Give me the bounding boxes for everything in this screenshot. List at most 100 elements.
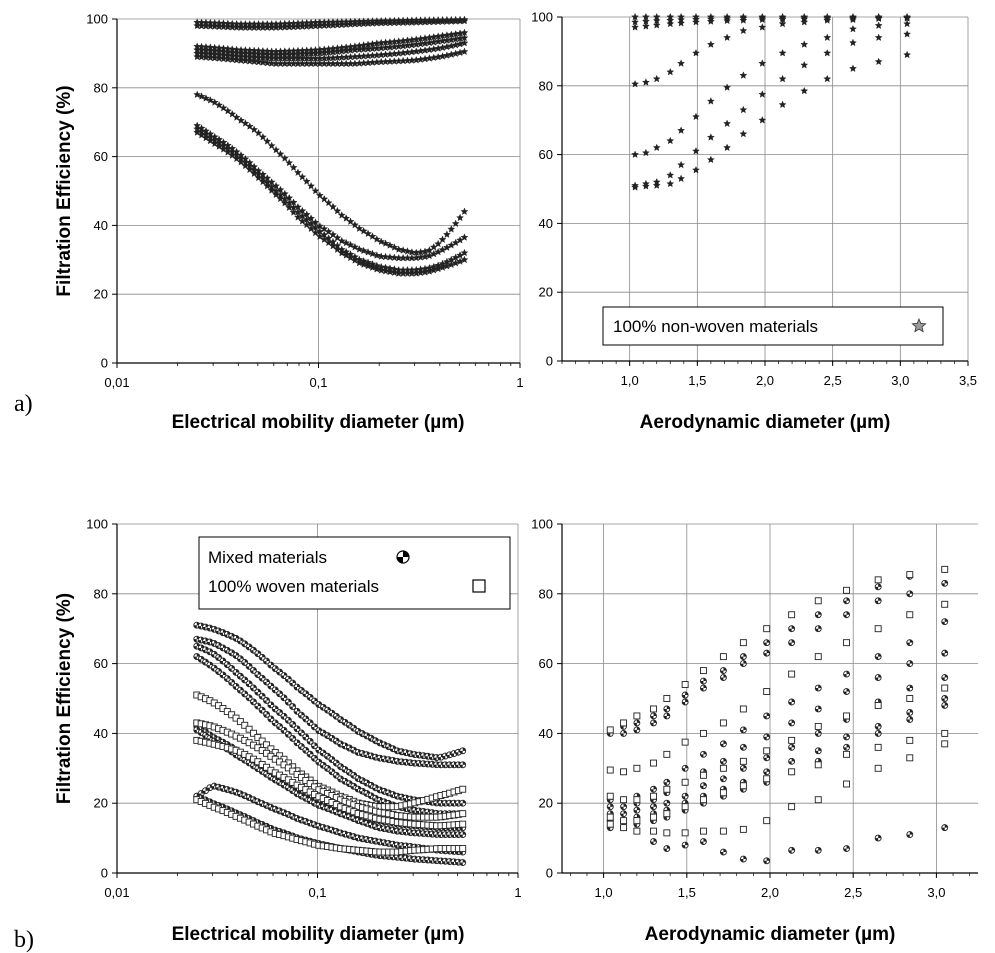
data-series	[606, 729, 949, 825]
data-point-star	[666, 171, 675, 179]
data-point-circle-fill	[307, 797, 314, 804]
data-point-star	[631, 79, 639, 88]
x-axis-label: Electrical mobility diameter (µm)	[172, 412, 465, 433]
y-tick-label: 40	[539, 216, 553, 231]
data-point-star	[849, 15, 857, 24]
data-point-circle-fill	[202, 732, 209, 739]
data-point-circle-fill	[346, 769, 353, 776]
data-point-star	[289, 163, 298, 171]
data-point-star	[778, 49, 787, 57]
data-point-circle-fill	[682, 765, 689, 772]
data-point-circle-fill	[228, 633, 235, 640]
data-point-star	[739, 26, 748, 35]
data-point-square	[620, 719, 628, 727]
data-point-circle-fill	[385, 743, 392, 750]
data-point-star	[631, 150, 639, 158]
data-point-circle-fill	[298, 712, 305, 719]
data-point-star	[280, 198, 289, 207]
x-axis-label: Aerodynamic diameter (µm)	[640, 412, 891, 433]
data-point-circle-fill	[307, 694, 314, 701]
data-point-circle-fill	[206, 625, 213, 632]
data-point-circle-fill	[372, 754, 379, 761]
data-point-circle-fill	[763, 650, 770, 657]
data-point-square	[254, 733, 262, 741]
data-point-circle-fill	[359, 730, 366, 737]
data-point-circle-fill	[285, 731, 292, 738]
panel-label-a: a)	[14, 391, 33, 417]
chart-a-right: 0 20 40 60 80 100 1,0 1,5 2,0 2,5 3,0 3,5 Aerodynami…	[531, 10, 977, 434]
data-point-circle-fill	[298, 687, 305, 694]
data-point-square	[258, 737, 266, 745]
data-point-circle-fill	[359, 818, 366, 825]
data-point-star	[285, 158, 294, 167]
data-point-circle-fill	[385, 789, 392, 796]
data-series	[606, 600, 949, 776]
data-point-circle-fill	[237, 790, 244, 797]
data-point-star	[276, 194, 285, 203]
data-point-square	[719, 653, 727, 661]
data-point-circle-fill	[198, 729, 205, 736]
legend-square-icon	[472, 579, 486, 593]
data-point-star	[631, 183, 639, 191]
data-point-circle-fill	[311, 755, 318, 762]
data-point-circle-fill	[650, 786, 657, 793]
data-point-square	[620, 768, 628, 776]
data-series	[193, 128, 469, 277]
data-point-star	[311, 228, 320, 237]
data-point-square	[681, 681, 689, 688]
data-point-circle-fill	[398, 828, 405, 835]
data-point-star	[403, 247, 412, 255]
data-point-star	[641, 78, 650, 86]
data-point-star	[346, 217, 355, 225]
data-point-star	[324, 238, 333, 247]
data-point-circle-fill	[403, 829, 410, 836]
data-point-circle-fill	[416, 752, 423, 759]
data-point-square	[633, 817, 641, 825]
data-point-circle-fill	[254, 798, 261, 805]
data-point-circle-fill	[272, 705, 279, 712]
data-point-circle-fill	[263, 658, 270, 665]
data-point-circle-fill	[206, 648, 213, 655]
data-point-star	[232, 113, 241, 121]
data-point-star	[250, 57, 259, 65]
data-point-circle-fill	[350, 772, 357, 779]
data-point-circle-fill	[407, 750, 414, 757]
data-point-star	[241, 56, 250, 65]
data-point-circle-fill	[381, 755, 388, 762]
data-point-circle-fill	[302, 715, 309, 722]
data-point-circle-fill	[333, 772, 340, 779]
data-point-circle-fill	[280, 672, 287, 679]
data-point-circle-fill	[355, 728, 362, 735]
data-point-circle-fill	[720, 667, 727, 674]
x-tick-label: 3,5	[959, 373, 977, 388]
data-series	[606, 740, 949, 837]
data-point-star	[241, 161, 250, 170]
data-point-star	[652, 181, 661, 189]
data-point-star	[652, 74, 661, 83]
data-point-star	[460, 16, 469, 25]
data-point-circle-fill	[682, 793, 689, 800]
data-point-circle-fill	[289, 680, 296, 687]
data-point-star	[329, 202, 337, 211]
data-point-star	[223, 55, 232, 63]
data-point-circle-fill	[294, 739, 301, 746]
data-point-circle-fill	[763, 639, 770, 646]
data-point-star	[202, 53, 210, 61]
data-series	[606, 684, 949, 804]
data-point-circle-fill	[211, 640, 218, 647]
data-point-circle-fill	[219, 785, 226, 792]
data-series	[606, 565, 949, 734]
data-point-circle-fill	[843, 597, 850, 604]
data-point-star	[823, 16, 832, 24]
legend-box	[198, 536, 511, 610]
data-point-circle-fill	[228, 787, 235, 794]
chart-a-left: 0 20 40 60 80 100 0,01 0,1 1 Filtration Efficienc…	[54, 12, 524, 434]
data-point-star	[232, 55, 241, 64]
data-point-circle-fill	[259, 675, 266, 682]
data-point-circle-fill	[289, 813, 296, 820]
data-point-square	[941, 600, 949, 608]
data-point-circle-fill	[211, 665, 218, 672]
x-tick-label: 1,0	[595, 885, 613, 900]
data-point-circle-fill	[276, 723, 283, 730]
data-point-square	[719, 827, 727, 835]
